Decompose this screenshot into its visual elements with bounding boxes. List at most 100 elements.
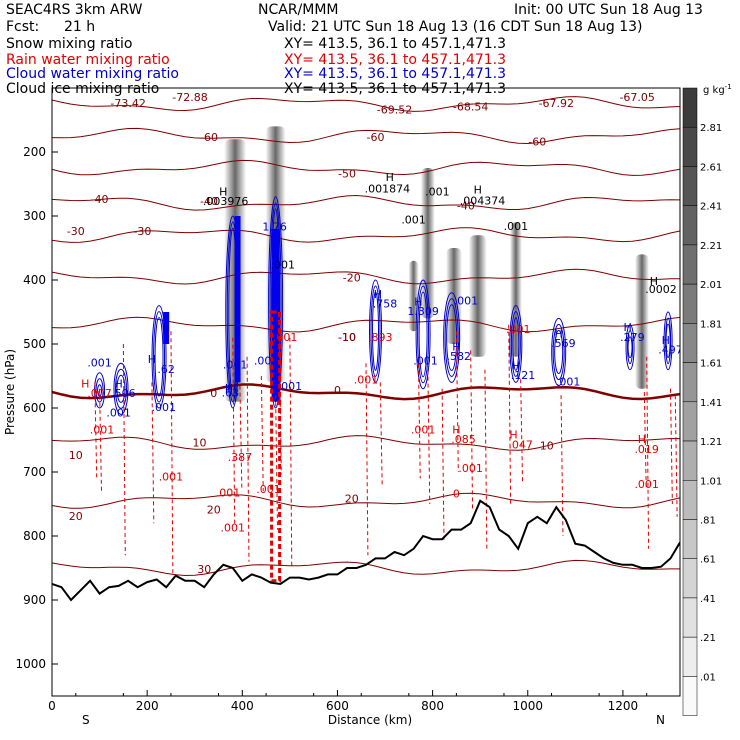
temperature-label: -40: [91, 193, 109, 206]
legend-xy-snow: XY= 413.5, 36.1 to 457.1,471.3: [284, 36, 506, 52]
rain-water-contours: [94, 310, 678, 583]
rain-water-contour: [122, 343, 126, 556]
extremum-label: .001: [354, 374, 379, 387]
temperature-contour: [52, 127, 680, 145]
rain-water-contour: [239, 385, 243, 489]
rain-water-contour: [246, 356, 250, 562]
x-axis: 0 200 400 600 800 1000 1200: [48, 690, 648, 713]
colorbar-label: 2.21: [700, 241, 722, 252]
rain-water-contour: [289, 337, 293, 569]
colorbar-unit: g kg-1: [703, 83, 732, 96]
colorbar-swatch: [682, 597, 698, 638]
extremum-label: .001: [256, 483, 281, 496]
rain-water-contour: [441, 388, 445, 543]
colorbar-swatch: [682, 440, 698, 481]
extremum-label: .001: [634, 478, 659, 491]
colorbar-swatch: [682, 401, 698, 442]
colorbar: 2.81 2.61 2.41 2.21 2.01 1.81 1.61 1.41 1.21 1.01…: [682, 87, 722, 716]
extremum-label: .001: [273, 331, 298, 344]
colorbar-swatch: [682, 126, 698, 167]
extremum-label: H: [148, 353, 156, 366]
x-tick-label: 1000: [512, 699, 543, 713]
extremum-label: H: [81, 378, 89, 391]
colorbar-swatch: [682, 558, 698, 599]
x-tick-label: 600: [326, 699, 349, 713]
colorbar-label: 1.21: [700, 437, 722, 448]
temperature-label: 10: [540, 440, 554, 453]
temperature-label: -60: [200, 131, 218, 144]
x-tick-label: 800: [421, 699, 444, 713]
rain-water-core: [270, 310, 282, 583]
cloud-water-contour: [370, 285, 381, 377]
cloud-water-contour: [417, 285, 430, 384]
extremum-label: H: [624, 321, 632, 334]
extremum-label: .001: [504, 220, 529, 233]
x-tick-label: 200: [136, 699, 159, 713]
cloud-water-core: [163, 312, 170, 344]
y-tick-label: 600: [23, 401, 46, 415]
extremum-label: .121: [511, 369, 536, 382]
extremum-label: .001: [413, 354, 438, 367]
rain-water-contour: [560, 395, 564, 537]
temperature-label: -20: [343, 271, 361, 284]
south-label: S: [82, 713, 90, 727]
cloud-water-contour: [444, 298, 459, 377]
temperature-contour: [52, 194, 680, 211]
extremum-label: -10: [338, 331, 356, 344]
temperature-label: 10: [69, 449, 83, 462]
temperature-label: -69.52: [377, 104, 412, 117]
rain-water-contour: [470, 350, 474, 511]
colorbar-label: 1.41: [700, 398, 722, 409]
extremum-label: H: [374, 288, 382, 301]
colorbar-label: .61: [700, 555, 716, 566]
cloud-water-contour: [446, 304, 458, 371]
extremum-label: H: [555, 328, 563, 341]
temperature-label: -10: [338, 331, 356, 344]
field-legend: Snow mixing ratio XY= 413.5, 36.1 to 457…: [6, 36, 506, 97]
y-tick-label: 400: [23, 273, 46, 287]
extremum-label: .003976: [203, 195, 249, 208]
extremum-label: .893: [368, 331, 393, 344]
rain-water-contour: [232, 337, 236, 524]
rain-water-contour: [275, 395, 279, 530]
colorbar-swatch: [682, 676, 698, 716]
cloud-water-contour: [114, 368, 127, 409]
temperature-label: 10: [192, 436, 206, 449]
extremum-label: 1.76: [262, 221, 287, 234]
legend-label-snow: Snow mixing ratio: [6, 36, 132, 52]
temperature-contour: [52, 559, 680, 577]
extremum-label: .63: [222, 386, 240, 399]
cloud-water-contour: [551, 317, 567, 387]
x-tick-label: 1200: [608, 699, 639, 713]
extremum-label: .085: [451, 433, 476, 446]
extremum-label: .387: [228, 451, 253, 464]
temperature-contours: -73.42 -72.88 -69.52 -68.54 -67.92 -67.05 -60 -…: [52, 91, 680, 576]
extremum-label: .001874: [365, 182, 411, 195]
colorbar-swatch: [682, 323, 698, 363]
extremum-label: .001: [221, 522, 246, 535]
cloud-water-contour: [113, 362, 129, 415]
temperature-label: -72.88: [172, 91, 207, 104]
cloud-water-contour: [268, 196, 284, 409]
plot-area: -73.42 -72.88 -69.52 -68.54 -67.92 -67.05 -60 -…: [52, 91, 680, 602]
rain-water-contour: [417, 356, 421, 479]
extremum-label: H: [114, 378, 122, 391]
extremum-label: .001: [278, 380, 303, 393]
extremum-label: .001: [506, 323, 531, 336]
cloud-water-contour: [552, 323, 565, 381]
cloud-water-contour: [95, 378, 104, 403]
forecast-hour: 21 h: [64, 19, 95, 35]
colorbar-label: .41: [700, 594, 716, 605]
temperature-label: 0: [334, 384, 341, 397]
rain-water-contour: [365, 363, 369, 556]
y-tick-label: 300: [23, 209, 46, 223]
cloud-water-contour: [369, 279, 383, 383]
extremum-label: .279: [620, 331, 645, 344]
temperature-contour: [52, 227, 680, 243]
y-tick-label: 800: [23, 529, 46, 543]
y-axis: 200 300 400 500 600 700 800 900 1000: [15, 145, 58, 671]
extremum-label: H: [452, 424, 460, 437]
colorbar-label: 1.01: [700, 476, 722, 487]
temperature-label: 20: [69, 510, 83, 523]
